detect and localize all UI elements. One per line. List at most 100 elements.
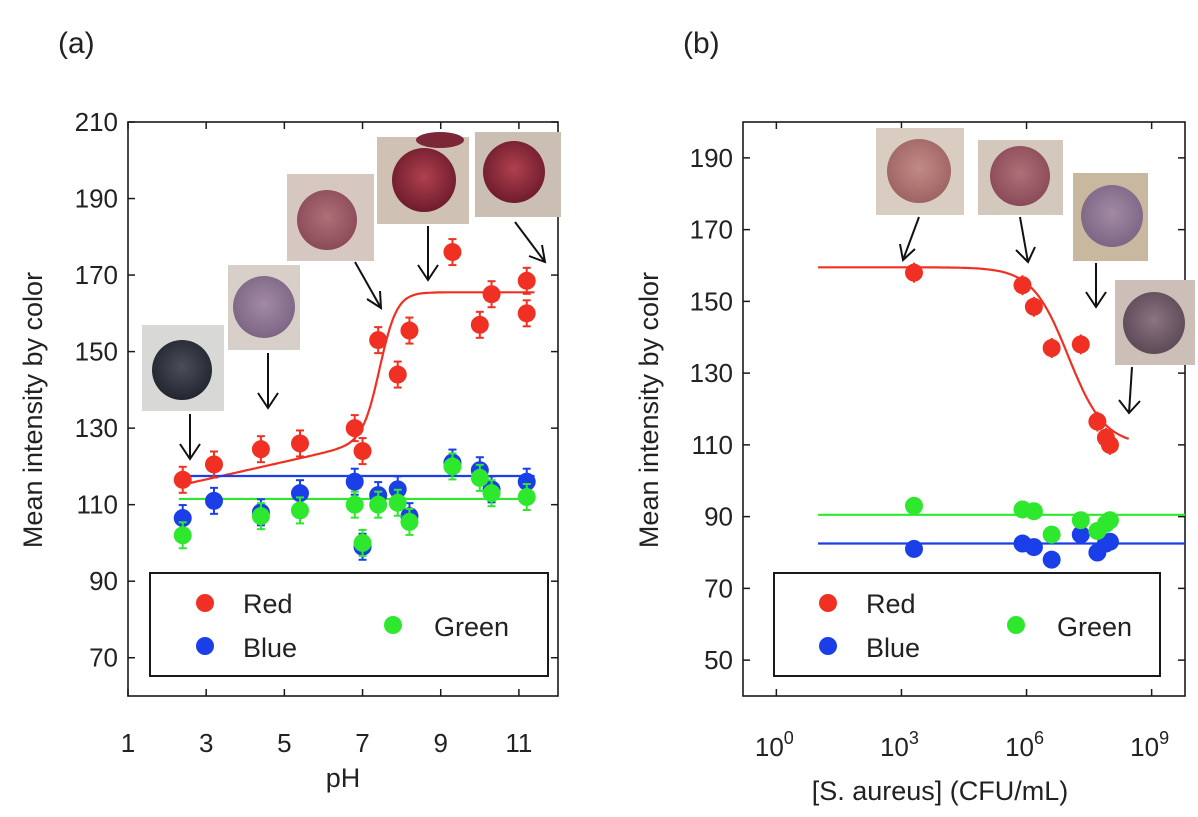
y-tick-label-b: 190 xyxy=(690,143,733,173)
y-tick-label-b: 110 xyxy=(692,430,733,460)
data-point-green-a xyxy=(251,507,270,526)
data-point-red-a xyxy=(388,365,407,384)
data-point-blue-b xyxy=(1100,532,1119,551)
panel-a: 70 90 110 130 150 170 190 210 1 3 5 7 9 11 pH Mean i… xyxy=(18,107,561,793)
data-point-red-a xyxy=(345,419,364,438)
x-tick-label-b: 100 xyxy=(755,728,794,762)
data-point-green-a xyxy=(470,468,489,487)
data-point-red-a xyxy=(482,285,501,304)
y-tick-label-b: 50 xyxy=(704,645,733,675)
y-tick-label-a: 170 xyxy=(75,260,118,290)
y-tick-label-a: 190 xyxy=(75,184,118,214)
fit-lines-b xyxy=(818,266,1185,545)
data-point-red-b xyxy=(1088,412,1107,431)
data-point-red-a xyxy=(517,304,536,323)
legend-label-blue-a: Blue xyxy=(243,633,297,663)
data-point-red-b xyxy=(1013,276,1032,295)
y-axis-label-b: Mean intensity by color xyxy=(634,272,664,548)
data-point-red-a xyxy=(291,434,309,453)
legend-b: Red Blue Green xyxy=(773,572,1161,677)
well-photo-a4 xyxy=(377,132,469,224)
data-point-red-b xyxy=(905,263,924,282)
arrows-b xyxy=(899,216,1141,415)
legend-marker-blue-b xyxy=(819,637,837,655)
legend-label-green-a: Green xyxy=(434,612,509,642)
data-point-red-a xyxy=(251,440,270,459)
fit-line-red-b xyxy=(818,266,1130,440)
y-axis-a: 70 90 110 130 150 170 190 210 xyxy=(75,107,558,673)
legend-a: Red Blue Green xyxy=(149,572,549,677)
data-point-green-a xyxy=(345,495,364,514)
well-photo-a1 xyxy=(142,325,224,411)
data-point-green-a xyxy=(400,512,419,531)
data-point-blue-a xyxy=(173,509,192,528)
data-point-green-b xyxy=(1100,511,1119,530)
well-photo-b4 xyxy=(1115,280,1195,365)
data-point-red-b xyxy=(1100,435,1119,454)
data-point-red-a xyxy=(400,321,419,340)
y-tick-label-a: 70 xyxy=(89,643,118,673)
data-point-green-a xyxy=(388,493,407,512)
data-points-a xyxy=(173,238,536,561)
legend-marker-red-a xyxy=(196,594,214,612)
x-tick-label-b: 103 xyxy=(880,728,919,762)
x-tick-label-a: 11 xyxy=(505,728,532,758)
data-point-red-a xyxy=(173,470,192,489)
well-photo-a5 xyxy=(475,132,561,217)
well-photo-b1 xyxy=(876,128,964,215)
data-point-red-a xyxy=(470,315,489,334)
data-point-blue-b xyxy=(905,539,924,558)
legend-label-blue-b: Blue xyxy=(866,633,920,663)
well-photo-a3 xyxy=(287,174,374,261)
data-point-red-b xyxy=(1024,297,1043,316)
legend-marker-green-a xyxy=(384,616,402,634)
legend-marker-blue-a xyxy=(196,637,214,655)
data-point-blue-b xyxy=(1071,525,1090,544)
arrows-a xyxy=(179,221,547,461)
y-tick-label-b: 130 xyxy=(690,358,733,388)
data-point-green-a xyxy=(291,501,309,520)
data-point-green-b xyxy=(1042,525,1061,544)
y-tick-label-a: 130 xyxy=(75,413,118,443)
y-tick-label-a: 210 xyxy=(75,107,118,137)
data-point-red-b xyxy=(1071,335,1090,354)
data-point-red-a xyxy=(517,271,536,290)
x-tick-label-b: 109 xyxy=(1130,728,1169,762)
y-tick-label-b: 90 xyxy=(704,502,733,532)
data-point-green-a xyxy=(173,526,192,545)
data-point-blue-b xyxy=(1024,538,1043,557)
data-point-green-a xyxy=(443,457,462,476)
x-tick-label-a: 7 xyxy=(355,728,369,758)
data-point-red-b xyxy=(1042,339,1061,358)
data-point-green-a xyxy=(482,484,501,503)
x-axis-label-a: pH xyxy=(326,763,361,793)
data-point-red-a xyxy=(205,455,223,474)
data-point-red-a xyxy=(443,243,462,262)
data-point-blue-b xyxy=(1042,550,1061,569)
panel-a-label: (a) xyxy=(58,27,95,60)
x-tick-label-a: 5 xyxy=(277,728,291,758)
legend-label-red-b: Red xyxy=(866,589,916,619)
panel-b: 50 70 90 110 130 150 170 190 100 103 106 109 [S. a… xyxy=(634,121,1195,806)
data-point-green-b xyxy=(1071,511,1090,530)
y-axis-label-a: Mean intensity by color xyxy=(18,272,48,548)
y-tick-label-b: 150 xyxy=(690,286,733,316)
data-point-green-a xyxy=(353,533,372,552)
data-point-green-b xyxy=(905,496,924,515)
well-photo-b2 xyxy=(978,140,1063,215)
x-tick-label-a: 3 xyxy=(199,728,213,758)
data-point-green-a xyxy=(517,488,536,507)
plot-area-b xyxy=(742,121,1186,697)
legend-label-red-a: Red xyxy=(243,589,293,619)
y-tick-label-a: 150 xyxy=(75,337,118,367)
legend-marker-green-b xyxy=(1007,616,1025,634)
y-tick-label-a: 110 xyxy=(77,490,118,520)
data-point-blue-a xyxy=(517,472,536,491)
well-photo-b3 xyxy=(1073,173,1148,261)
y-tick-label-b: 70 xyxy=(704,573,733,603)
data-point-red-a xyxy=(353,442,372,461)
y-tick-label-b: 170 xyxy=(690,215,733,245)
data-point-blue-a xyxy=(205,491,223,510)
